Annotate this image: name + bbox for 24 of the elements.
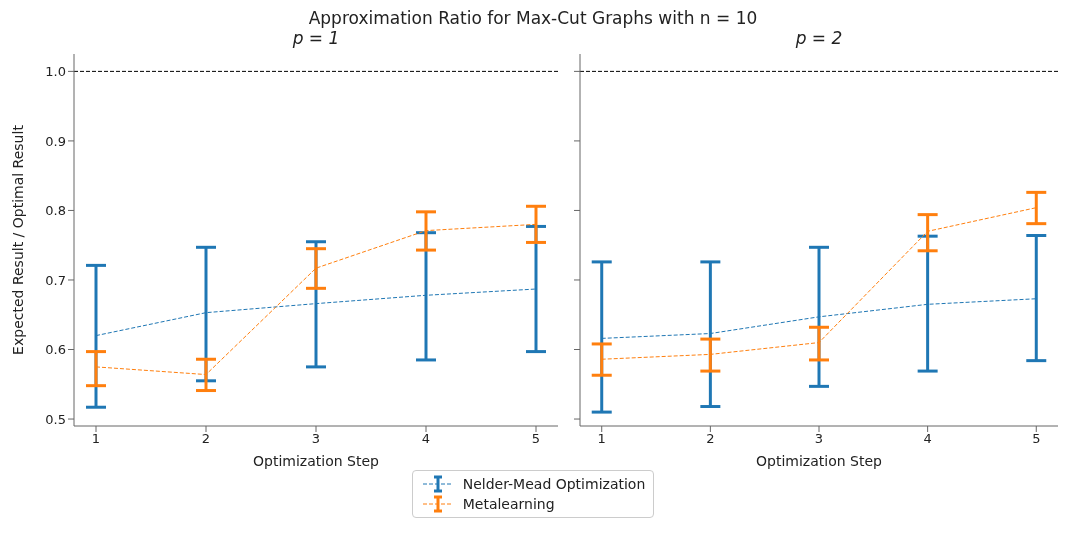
x-tick-label: 2 xyxy=(201,431,211,447)
x-tick-label: 1 xyxy=(91,431,101,447)
x-tick-label: 3 xyxy=(311,431,321,447)
y-tick-label: 0.6 xyxy=(45,342,66,358)
legend-label: Metalearning xyxy=(462,496,555,512)
y-tick-label: 1.0 xyxy=(45,64,66,79)
x-tick-label: 4 xyxy=(421,431,431,447)
x-tick-label: 4 xyxy=(923,431,932,447)
x-tick-label: 2 xyxy=(706,431,715,447)
y-tick-label: 0.5 xyxy=(45,411,66,427)
x-axis-title: Optimization Step xyxy=(253,453,380,469)
chart-title: p = 1 xyxy=(291,28,341,50)
y-tick-label: 0.7 xyxy=(45,272,66,288)
text: Approximation Ratio for Max-Cut Graphs with n = 10 xyxy=(307,8,759,28)
x-tick-label: 5 xyxy=(1032,431,1041,447)
chart-title: p = 2 xyxy=(794,28,844,50)
y-axis-title: Expected Result / Optimal Result xyxy=(9,124,26,355)
x-tick-label: 5 xyxy=(531,431,541,447)
x-tick-label: 1 xyxy=(597,431,606,447)
legend-label: Nelder-Mead Optimization xyxy=(462,476,646,492)
y-tick-label: 0.9 xyxy=(45,133,66,149)
x-axis-title: Optimization Step xyxy=(756,453,883,469)
x-tick-label: 3 xyxy=(814,431,824,447)
y-tick-label: 0.8 xyxy=(45,203,66,219)
